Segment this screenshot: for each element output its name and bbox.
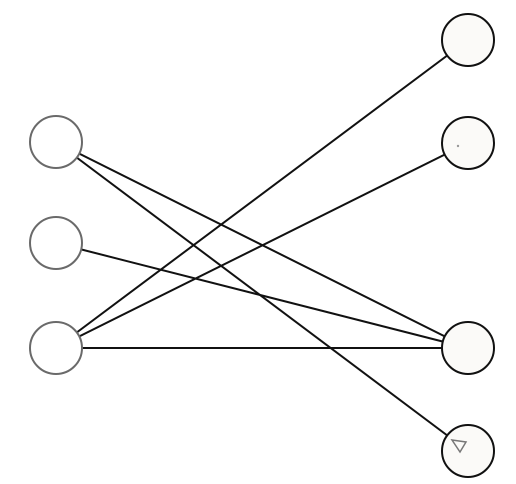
edge-l3-r1: [55, 39, 469, 349]
edges-group: [55, 39, 469, 452]
node-marks-group: [450, 144, 468, 454]
node-l2: [29, 216, 83, 270]
node-r4-mark-icon: [450, 439, 468, 454]
node-r1: [441, 13, 495, 67]
node-r3: [441, 321, 495, 375]
edge-l2-r3: [55, 242, 469, 349]
nodes-group: [29, 13, 495, 478]
node-l3: [29, 321, 83, 375]
node-r2-mark-icon: [456, 144, 460, 148]
node-l1: [29, 115, 83, 169]
edge-l3-r2: [55, 142, 469, 349]
node-r4: [441, 424, 495, 478]
node-r2: [441, 116, 495, 170]
